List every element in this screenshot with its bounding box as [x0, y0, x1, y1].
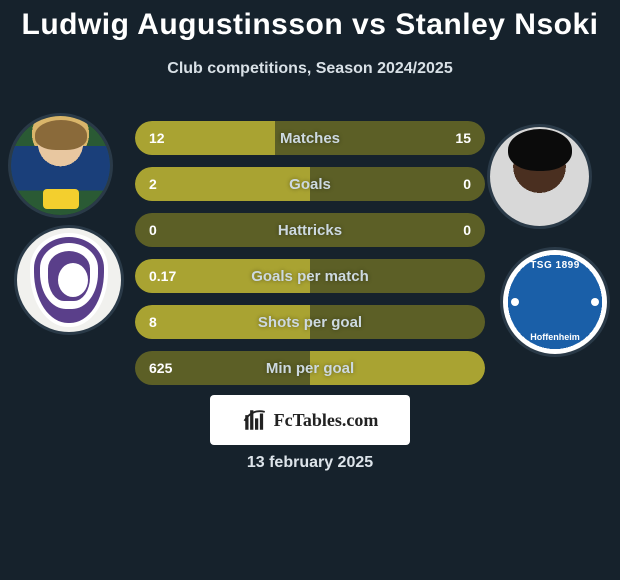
brand-text: FcTables.com — [274, 410, 379, 431]
player-right-hair-placeholder — [508, 129, 572, 171]
stat-label: Min per goal — [135, 351, 485, 385]
stat-label: Goals per match — [135, 259, 485, 293]
page-subtitle: Club competitions, Season 2024/2025 — [0, 60, 620, 78]
player-left-collar-placeholder — [43, 189, 79, 209]
stat-row: 1215Matches — [135, 121, 485, 155]
player-left-hair-placeholder — [35, 120, 87, 150]
club-left-crest — [17, 228, 121, 332]
avatar-player-right — [487, 124, 592, 229]
stat-row: 8Shots per goal — [135, 305, 485, 339]
club-right-crest-bottom-text: Hoffenheim — [503, 332, 607, 342]
stat-row: 625Min per goal — [135, 351, 485, 385]
stat-label: Hattricks — [135, 213, 485, 247]
club-right-crest: TSG 1899 Hoffenheim — [503, 250, 607, 354]
avatar-club-right: TSG 1899 Hoffenheim — [500, 247, 610, 357]
crest-dot-icon — [591, 298, 599, 306]
page-title: Ludwig Augustinsson vs Stanley Nsoki — [0, 0, 620, 42]
crest-dot-icon — [511, 298, 519, 306]
stat-row: 20Goals — [135, 167, 485, 201]
stat-row: 00Hattricks — [135, 213, 485, 247]
stat-label: Shots per goal — [135, 305, 485, 339]
stat-label: Matches — [135, 121, 485, 155]
avatar-club-left — [14, 225, 124, 335]
date-text: 13 february 2025 — [0, 454, 620, 472]
stat-label: Goals — [135, 167, 485, 201]
club-right-crest-top-text: TSG 1899 — [503, 260, 607, 271]
brand-badge: FcTables.com — [210, 395, 410, 445]
stat-row: 0.17Goals per match — [135, 259, 485, 293]
avatar-player-left — [8, 113, 113, 218]
brand-logo-icon — [242, 407, 268, 433]
stats-container: 1215Matches 20Goals 00Hattricks 0.17Goals p… — [135, 121, 485, 385]
